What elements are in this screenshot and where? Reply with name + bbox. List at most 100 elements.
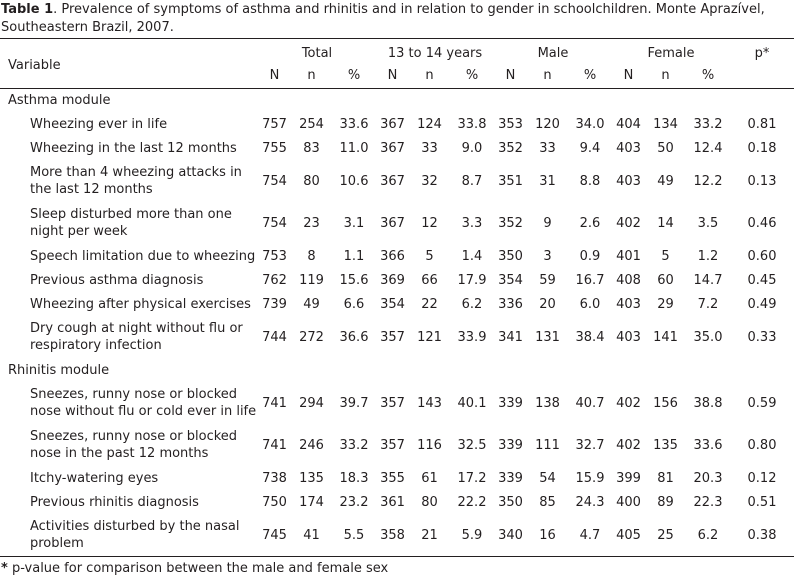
row-value: 741 — [262, 437, 287, 453]
row-value: 757 — [262, 116, 287, 132]
row-value: 49 — [303, 296, 320, 312]
row-value: 83 — [303, 140, 320, 156]
table-row: Previous asthma diagnosis 762 119 15.6 369 66… — [0, 268, 794, 292]
header-sub-cell: % — [701, 68, 715, 83]
row-value: 35.0 — [693, 329, 723, 345]
header-sub-cell: n — [543, 68, 552, 83]
row-label: Dry cough at night without flu or respir… — [30, 321, 243, 353]
row-value: 744 — [262, 329, 287, 345]
row-value: 33 — [539, 140, 556, 156]
row-value: 355 — [380, 470, 405, 486]
table-row: Wheezing ever in life 757 254 33.6 367 124 33.… — [0, 112, 794, 136]
row-value: 9.4 — [579, 140, 601, 156]
table-row: Sleep disturbed more than one night per … — [0, 202, 794, 244]
section-row: Asthma module — [0, 88, 794, 112]
row-value: 17.9 — [457, 272, 487, 288]
row-value: 20 — [539, 296, 556, 312]
row-value: 739 — [262, 296, 287, 312]
row-value: 23 — [303, 215, 320, 231]
section-title: Rhinitis module — [8, 362, 110, 378]
row-value: 3.3 — [461, 215, 483, 231]
row-value: 357 — [380, 395, 405, 411]
row-value: 36.6 — [339, 329, 369, 345]
header-row-sub: N n % N n % N n % N n % — [0, 63, 794, 88]
section-row: Rhinitis module — [0, 358, 794, 382]
row-label: Wheezing ever in life — [30, 116, 168, 132]
header-sub-cell: N — [387, 68, 398, 83]
row-value: 119 — [299, 272, 324, 288]
header-sub-cell: n — [425, 68, 434, 83]
row-value: 40.1 — [457, 395, 487, 411]
row-value: 408 — [616, 272, 641, 288]
row-value: 15.9 — [575, 470, 605, 486]
row-label: Previous rhinitis diagnosis — [30, 494, 199, 510]
row-value: 6.2 — [461, 296, 483, 312]
header-sub-cell: n — [307, 68, 316, 83]
row-label: Activities disturbed by the nasal proble… — [30, 519, 240, 551]
row-value: 22.2 — [457, 494, 487, 510]
header-sub-cell: N — [269, 68, 280, 83]
row-value: 33.6 — [693, 437, 723, 453]
row-value: 405 — [616, 527, 641, 543]
row-value: 38.4 — [575, 329, 605, 345]
row-value: 1.1 — [343, 248, 365, 264]
row-value: 116 — [417, 437, 442, 453]
row-value: 745 — [262, 527, 287, 543]
row-value: 0.60 — [747, 248, 777, 264]
row-value: 6.2 — [697, 527, 719, 543]
row-value: 16 — [539, 527, 556, 543]
row-value: 352 — [498, 140, 523, 156]
row-value: 0.18 — [747, 140, 777, 156]
row-value: 0.33 — [747, 329, 777, 345]
row-value: 352 — [498, 215, 523, 231]
row-value: 755 — [262, 140, 287, 156]
top-rule — [0, 38, 794, 39]
row-value: 403 — [616, 296, 641, 312]
row-value: 32.7 — [575, 437, 605, 453]
row-value: 367 — [380, 215, 405, 231]
row-value: 31 — [539, 173, 556, 189]
row-value: 357 — [380, 437, 405, 453]
row-value: 12 — [421, 215, 438, 231]
row-value: 34.0 — [575, 116, 605, 132]
row-value: 135 — [653, 437, 678, 453]
row-value: 22 — [421, 296, 438, 312]
row-value: 12.2 — [693, 173, 723, 189]
row-value: 33.2 — [339, 437, 369, 453]
row-value: 50 — [657, 140, 674, 156]
row-value: 59 — [539, 272, 556, 288]
row-value: 753 — [262, 248, 287, 264]
header-sub-cell: % — [465, 68, 479, 83]
row-value: 5.5 — [343, 527, 365, 543]
row-value: 403 — [616, 140, 641, 156]
row-value: 0.9 — [579, 248, 601, 264]
row-value: 32 — [421, 173, 438, 189]
row-value: 33.9 — [457, 329, 487, 345]
row-value: 5 — [661, 248, 670, 264]
row-value: 61 — [421, 470, 438, 486]
row-value: 156 — [653, 395, 678, 411]
table-row: Itchy-watering eyes 738 135 18.3 355 61 17.2 33… — [0, 466, 794, 490]
header-sub-cell: % — [583, 68, 597, 83]
row-value: 11.0 — [339, 140, 369, 156]
row-value: 339 — [498, 395, 523, 411]
row-value: 9.0 — [461, 140, 483, 156]
row-value: 120 — [535, 116, 560, 132]
row-value: 121 — [417, 329, 442, 345]
row-label: Sleep disturbed more than one night per … — [30, 207, 232, 239]
row-value: 353 — [498, 116, 523, 132]
row-value: 0.46 — [747, 215, 777, 231]
row-value: 141 — [653, 329, 678, 345]
row-value: 54 — [539, 470, 556, 486]
header-group-age: 13 to 14 years — [387, 45, 483, 61]
row-value: 14 — [657, 215, 674, 231]
row-value: 18.3 — [339, 470, 369, 486]
row-value: 369 — [380, 272, 405, 288]
row-value: 401 — [616, 248, 641, 264]
row-value: 49 — [657, 173, 674, 189]
row-value: 361 — [380, 494, 405, 510]
row-value: 0.51 — [747, 494, 777, 510]
row-value: 272 — [299, 329, 324, 345]
row-value: 60 — [657, 272, 674, 288]
row-value: 20.3 — [693, 470, 723, 486]
